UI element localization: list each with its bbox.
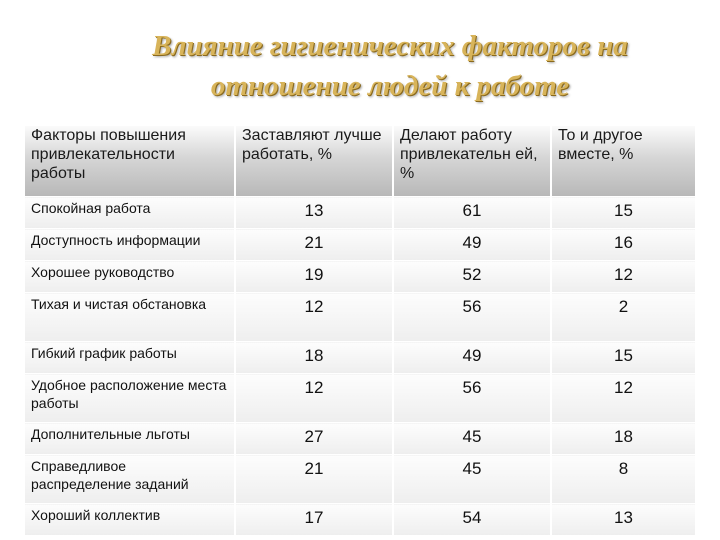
factor-name: Хорошее руководство [25, 260, 236, 293]
header-factors: Факторы повышения привлекательности рабо… [25, 126, 236, 197]
factors-table: Факторы повышения привлекательности рабо… [25, 126, 695, 535]
value-both: 8 [551, 454, 695, 504]
title-line-2: отношение людей к работе [210, 70, 570, 102]
value-work-better: 19 [235, 260, 394, 293]
header-both: То и другое вместе, % [551, 126, 695, 197]
value-work-better: 12 [235, 292, 394, 342]
value-work-better: 12 [235, 373, 394, 423]
value-more-attractive: 56 [393, 292, 552, 342]
value-both: 12 [551, 260, 695, 293]
value-more-attractive: 52 [393, 260, 552, 293]
value-both: 2 [551, 292, 695, 342]
value-work-better: 13 [235, 196, 394, 229]
factor-name: Спокойная работа [25, 196, 236, 229]
value-both: 16 [551, 228, 695, 261]
value-more-attractive: 56 [393, 373, 552, 423]
value-more-attractive: 45 [393, 454, 552, 504]
value-work-better: 21 [235, 228, 394, 261]
table-row: Спокойная работа 13 61 15 [25, 196, 695, 229]
factor-name: Гибкий график работы [25, 341, 236, 374]
value-both: 15 [551, 341, 695, 374]
table-row: Хорошее руководство 19 52 12 [25, 260, 695, 293]
factor-name: Справедливое распределение заданий [25, 454, 236, 504]
value-work-better: 27 [235, 422, 394, 455]
table-row: Удобное расположение места работы 12 56 … [25, 373, 695, 423]
factor-name: Удобное расположение места работы [25, 373, 236, 423]
title-line-1: Влияние гигиенических факторов на [152, 30, 628, 62]
header-more-attractive: Делают работу привлекательн ей, % [393, 126, 552, 197]
table-row: Хороший коллектив 17 54 13 [25, 503, 695, 535]
table-row: Гибкий график работы 18 49 15 [25, 341, 695, 374]
value-work-better: 17 [235, 503, 394, 535]
table-row: Дополнительные льготы 27 45 18 [25, 422, 695, 455]
table-row: Доступность информации 21 49 16 [25, 228, 695, 261]
value-both: 13 [551, 503, 695, 535]
value-more-attractive: 45 [393, 422, 552, 455]
factor-name: Хороший коллектив [25, 503, 236, 535]
value-more-attractive: 54 [393, 503, 552, 535]
table-row: Тихая и чистая обстановка 12 56 2 [25, 292, 695, 342]
value-work-better: 18 [235, 341, 394, 374]
factor-name: Тихая и чистая обстановка [25, 292, 236, 342]
value-more-attractive: 49 [393, 228, 552, 261]
header-work-better: Заставляют лучше работать, % [235, 126, 394, 197]
table-header-row: Факторы повышения привлекательности рабо… [25, 126, 695, 197]
factor-name: Доступность информации [25, 228, 236, 261]
factor-name: Дополнительные льготы [25, 422, 236, 455]
slide-title: Влияние гигиенических факторов на отноше… [60, 26, 720, 106]
value-more-attractive: 49 [393, 341, 552, 374]
table-row: Справедливое распределение заданий 21 45… [25, 454, 695, 504]
value-both: 12 [551, 373, 695, 423]
value-more-attractive: 61 [393, 196, 552, 229]
value-both: 15 [551, 196, 695, 229]
value-work-better: 21 [235, 454, 394, 504]
value-both: 18 [551, 422, 695, 455]
